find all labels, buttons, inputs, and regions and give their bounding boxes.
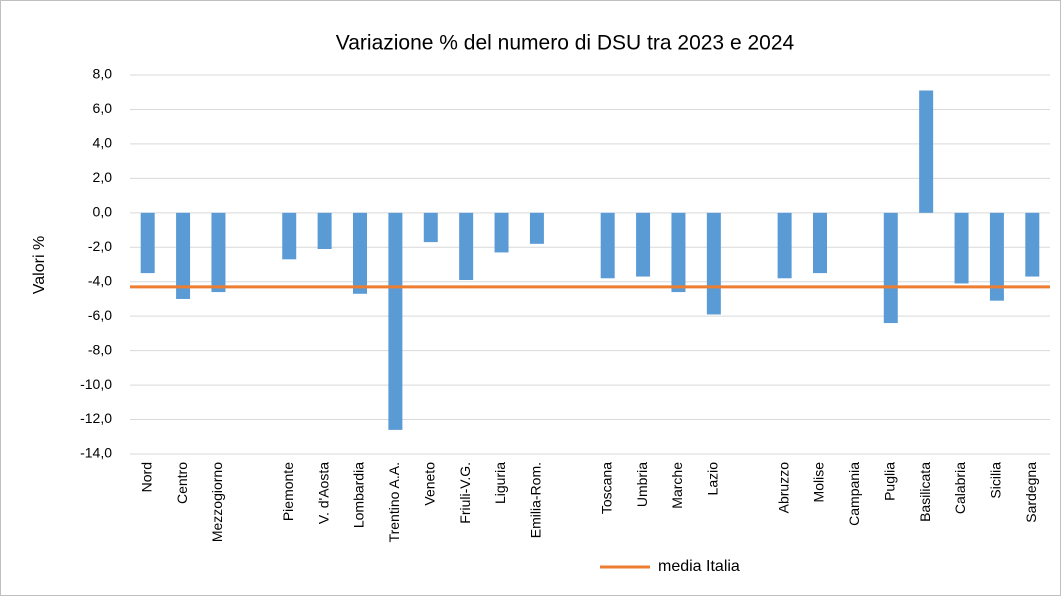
bar [529, 212, 544, 244]
x-tick-label: Trentino A.A. [386, 462, 402, 542]
x-tick-label: Lazio [705, 462, 721, 496]
bar [494, 212, 509, 253]
x-tick-label: Marche [669, 462, 685, 509]
chart-title: Variazione % del numero di DSU tra 2023 … [336, 32, 795, 55]
x-tick-label: Basilicata [917, 462, 933, 522]
x-tick-label: Molise [811, 462, 827, 503]
bar [989, 212, 1004, 301]
x-tick-label: Sardegna [1023, 462, 1039, 523]
bar [211, 212, 226, 293]
y-tick-label: 0,0 [93, 204, 113, 220]
x-tick-label: V. d'Aosta [315, 462, 331, 524]
bar [813, 212, 827, 274]
x-tick-label: Liguria [492, 462, 508, 504]
bar [919, 90, 934, 213]
x-tick-label: Toscana [598, 462, 614, 514]
bar [600, 212, 615, 279]
x-tick-label: Veneto [421, 462, 437, 506]
x-tick-label: Friuli-V.G. [457, 462, 473, 524]
y-tick-label: -2,0 [88, 238, 112, 254]
bar [388, 212, 403, 430]
bar [176, 212, 191, 299]
x-tick-label: Piemonte [280, 462, 296, 521]
x-tick-label: Nord [138, 462, 154, 492]
bar [1025, 212, 1040, 277]
x-tick-label: Emilia-Rom. [528, 462, 544, 538]
x-tick-label: Lombardia [351, 462, 367, 528]
y-tick-label: 4,0 [93, 135, 113, 151]
x-tick-label: Centro [174, 462, 190, 504]
y-tick-label: 2,0 [93, 169, 113, 185]
x-tick-label: Umbria [634, 462, 650, 507]
y-tick-label: -10,0 [80, 376, 112, 392]
y-tick-label: 8,0 [93, 66, 113, 82]
y-tick-label: -6,0 [88, 307, 112, 323]
bar [423, 212, 438, 243]
bar [883, 212, 898, 324]
bar [353, 212, 367, 294]
bar [282, 212, 297, 260]
bar [140, 212, 155, 274]
x-tick-label: Abruzzo [775, 462, 791, 514]
legend-label: media Italia [658, 558, 740, 575]
x-tick-label: Sicilia [988, 462, 1004, 499]
x-tick-label: Calabria [952, 462, 968, 514]
x-tick-label: Campania [846, 462, 862, 526]
bar [777, 212, 792, 279]
bar [671, 212, 686, 293]
bar [636, 212, 651, 277]
y-tick-label: -12,0 [80, 410, 112, 426]
bar [459, 212, 474, 281]
bar [706, 212, 721, 315]
x-tick-label: Mezzogiorno [209, 462, 225, 542]
y-tick-label: 6,0 [93, 100, 113, 116]
bar [317, 212, 332, 249]
y-tick-label: -4,0 [88, 272, 112, 288]
y-tick-label: -14,0 [80, 445, 112, 461]
bar [954, 212, 969, 284]
y-axis-label: Valori % [31, 236, 48, 294]
y-tick-label: -8,0 [88, 341, 112, 357]
x-tick-label: Puglia [881, 462, 897, 501]
